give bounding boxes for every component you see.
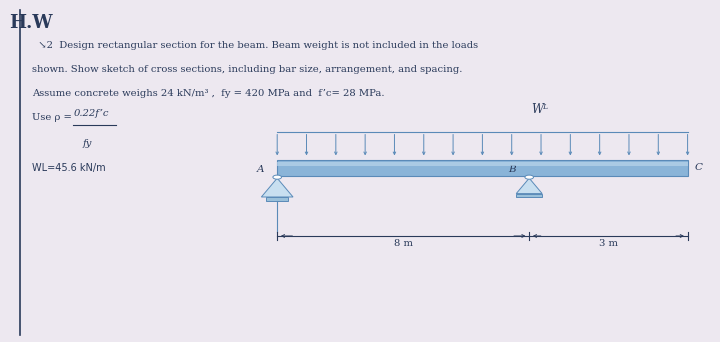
Text: 0.22f’c: 0.22f’c xyxy=(74,109,109,118)
Circle shape xyxy=(525,175,534,179)
Polygon shape xyxy=(261,178,293,197)
Polygon shape xyxy=(516,178,542,194)
Text: 8 m: 8 m xyxy=(394,239,413,248)
Text: A: A xyxy=(257,166,264,174)
Bar xyxy=(277,162,688,166)
Text: C: C xyxy=(695,163,703,172)
Text: Use ρ =: Use ρ = xyxy=(32,113,72,122)
Bar xyxy=(516,194,542,197)
Text: Assume concrete weighs 24 kN/m³ ,  fy = 420 MPa and  f’c= 28 MPa.: Assume concrete weighs 24 kN/m³ , fy = 4… xyxy=(32,89,385,98)
Bar xyxy=(277,160,688,176)
Text: shown. Show sketch of cross sections, including bar size, arrangement, and spaci: shown. Show sketch of cross sections, in… xyxy=(32,65,463,74)
Text: ↘2  Design rectangular section for the beam. Beam weight is not included in the : ↘2 Design rectangular section for the be… xyxy=(32,41,479,50)
Text: WL=45.6 kN/m: WL=45.6 kN/m xyxy=(32,163,106,173)
Text: 3 m: 3 m xyxy=(599,239,618,248)
Text: B: B xyxy=(508,166,516,174)
Text: fy: fy xyxy=(83,139,92,147)
Text: Wᴸ: Wᴸ xyxy=(531,103,549,116)
Bar xyxy=(266,197,288,201)
Circle shape xyxy=(273,175,282,179)
Text: H.W: H.W xyxy=(9,14,52,32)
